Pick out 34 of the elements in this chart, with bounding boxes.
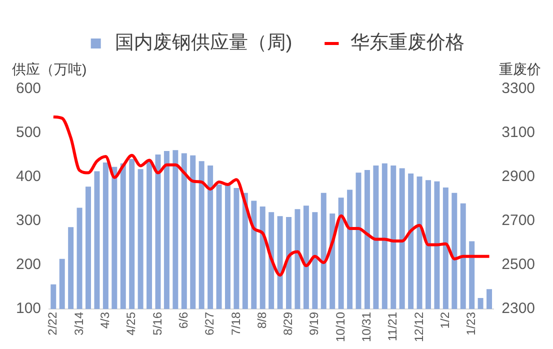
- y2-tick-label: 2900: [502, 168, 536, 186]
- y-tick-label: 200: [16, 256, 42, 274]
- y-tick-label: 100: [16, 300, 42, 318]
- y-tick-label: 500: [16, 124, 42, 142]
- y2-tick-label: 3300: [502, 80, 536, 98]
- x-tick-label: 4/3: [98, 312, 112, 329]
- y2-tick-label: 2500: [502, 256, 536, 274]
- x-tick-label: 9/19: [307, 312, 322, 336]
- x-tick-label: 7/18: [228, 312, 243, 336]
- x-tick-label: 5/16: [150, 312, 164, 336]
- y-tick-label: 400: [16, 168, 42, 186]
- x-tick-label: 4/25: [124, 312, 138, 336]
- line-series: [52, 115, 491, 277]
- x-tick-label: 10/10: [333, 312, 348, 342]
- x-tick-label: 6/6: [176, 312, 190, 329]
- y2-tick-label: 2700: [502, 212, 536, 230]
- legend-label: 华东重废价格: [350, 32, 465, 54]
- x-tick-label: 1/2: [438, 312, 452, 329]
- y2-axis-title: 重废价: [499, 60, 541, 77]
- y2-tick-label: 2300: [502, 300, 536, 318]
- x-tick-label: 8/29: [281, 312, 296, 336]
- legend-label: 国内废钢供应量（周): [114, 32, 292, 54]
- x-tick-label: 11/21: [386, 312, 400, 342]
- x-tick-label: 8/8: [254, 312, 269, 329]
- x-tick-label: 1/23: [464, 312, 478, 336]
- x-tick-label: 12/12: [412, 312, 426, 342]
- y-axis-title: 供应（万吨): [12, 60, 87, 77]
- y-tick-label: 300: [16, 212, 42, 230]
- x-tick-label: 6/27: [202, 312, 217, 336]
- y-tick-label: 600: [16, 80, 42, 98]
- x-tick-label: 10/31: [360, 312, 374, 342]
- y2-tick-label: 3100: [502, 124, 536, 142]
- x-tick-label: 3/14: [72, 312, 86, 336]
- x-tick-label: 2/22: [46, 312, 60, 336]
